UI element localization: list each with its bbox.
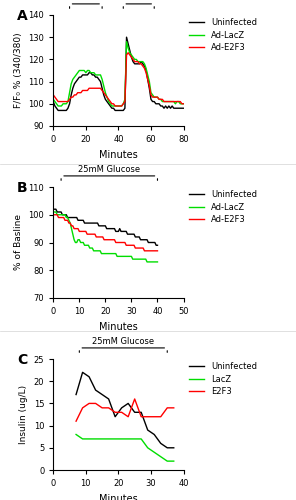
Y-axis label: Insulin (ug/L): Insulin (ug/L) bbox=[19, 385, 28, 444]
Y-axis label: F/F₀ % (340/380): F/F₀ % (340/380) bbox=[14, 32, 23, 108]
Text: A: A bbox=[17, 10, 28, 24]
Text: C: C bbox=[17, 354, 27, 368]
X-axis label: Minutes: Minutes bbox=[99, 322, 138, 332]
Text: KCl: KCl bbox=[132, 0, 145, 2]
Legend: Uninfected, Ad-LacZ, Ad-E2F3: Uninfected, Ad-LacZ, Ad-E2F3 bbox=[186, 187, 260, 228]
Legend: Uninfected, LacZ, E2F3: Uninfected, LacZ, E2F3 bbox=[186, 359, 260, 400]
Legend: Uninfected, Ad-LacZ, Ad-E2F3: Uninfected, Ad-LacZ, Ad-E2F3 bbox=[186, 15, 260, 56]
X-axis label: Minutes: Minutes bbox=[99, 494, 138, 500]
Y-axis label: % of Basline: % of Basline bbox=[14, 214, 23, 270]
Text: B: B bbox=[17, 182, 28, 196]
X-axis label: Minutes: Minutes bbox=[99, 150, 138, 160]
Text: 25mM Glucose: 25mM Glucose bbox=[55, 0, 117, 2]
Text: 25mM Glucose: 25mM Glucose bbox=[92, 336, 154, 345]
Text: 25mM Glucose: 25mM Glucose bbox=[78, 164, 140, 173]
